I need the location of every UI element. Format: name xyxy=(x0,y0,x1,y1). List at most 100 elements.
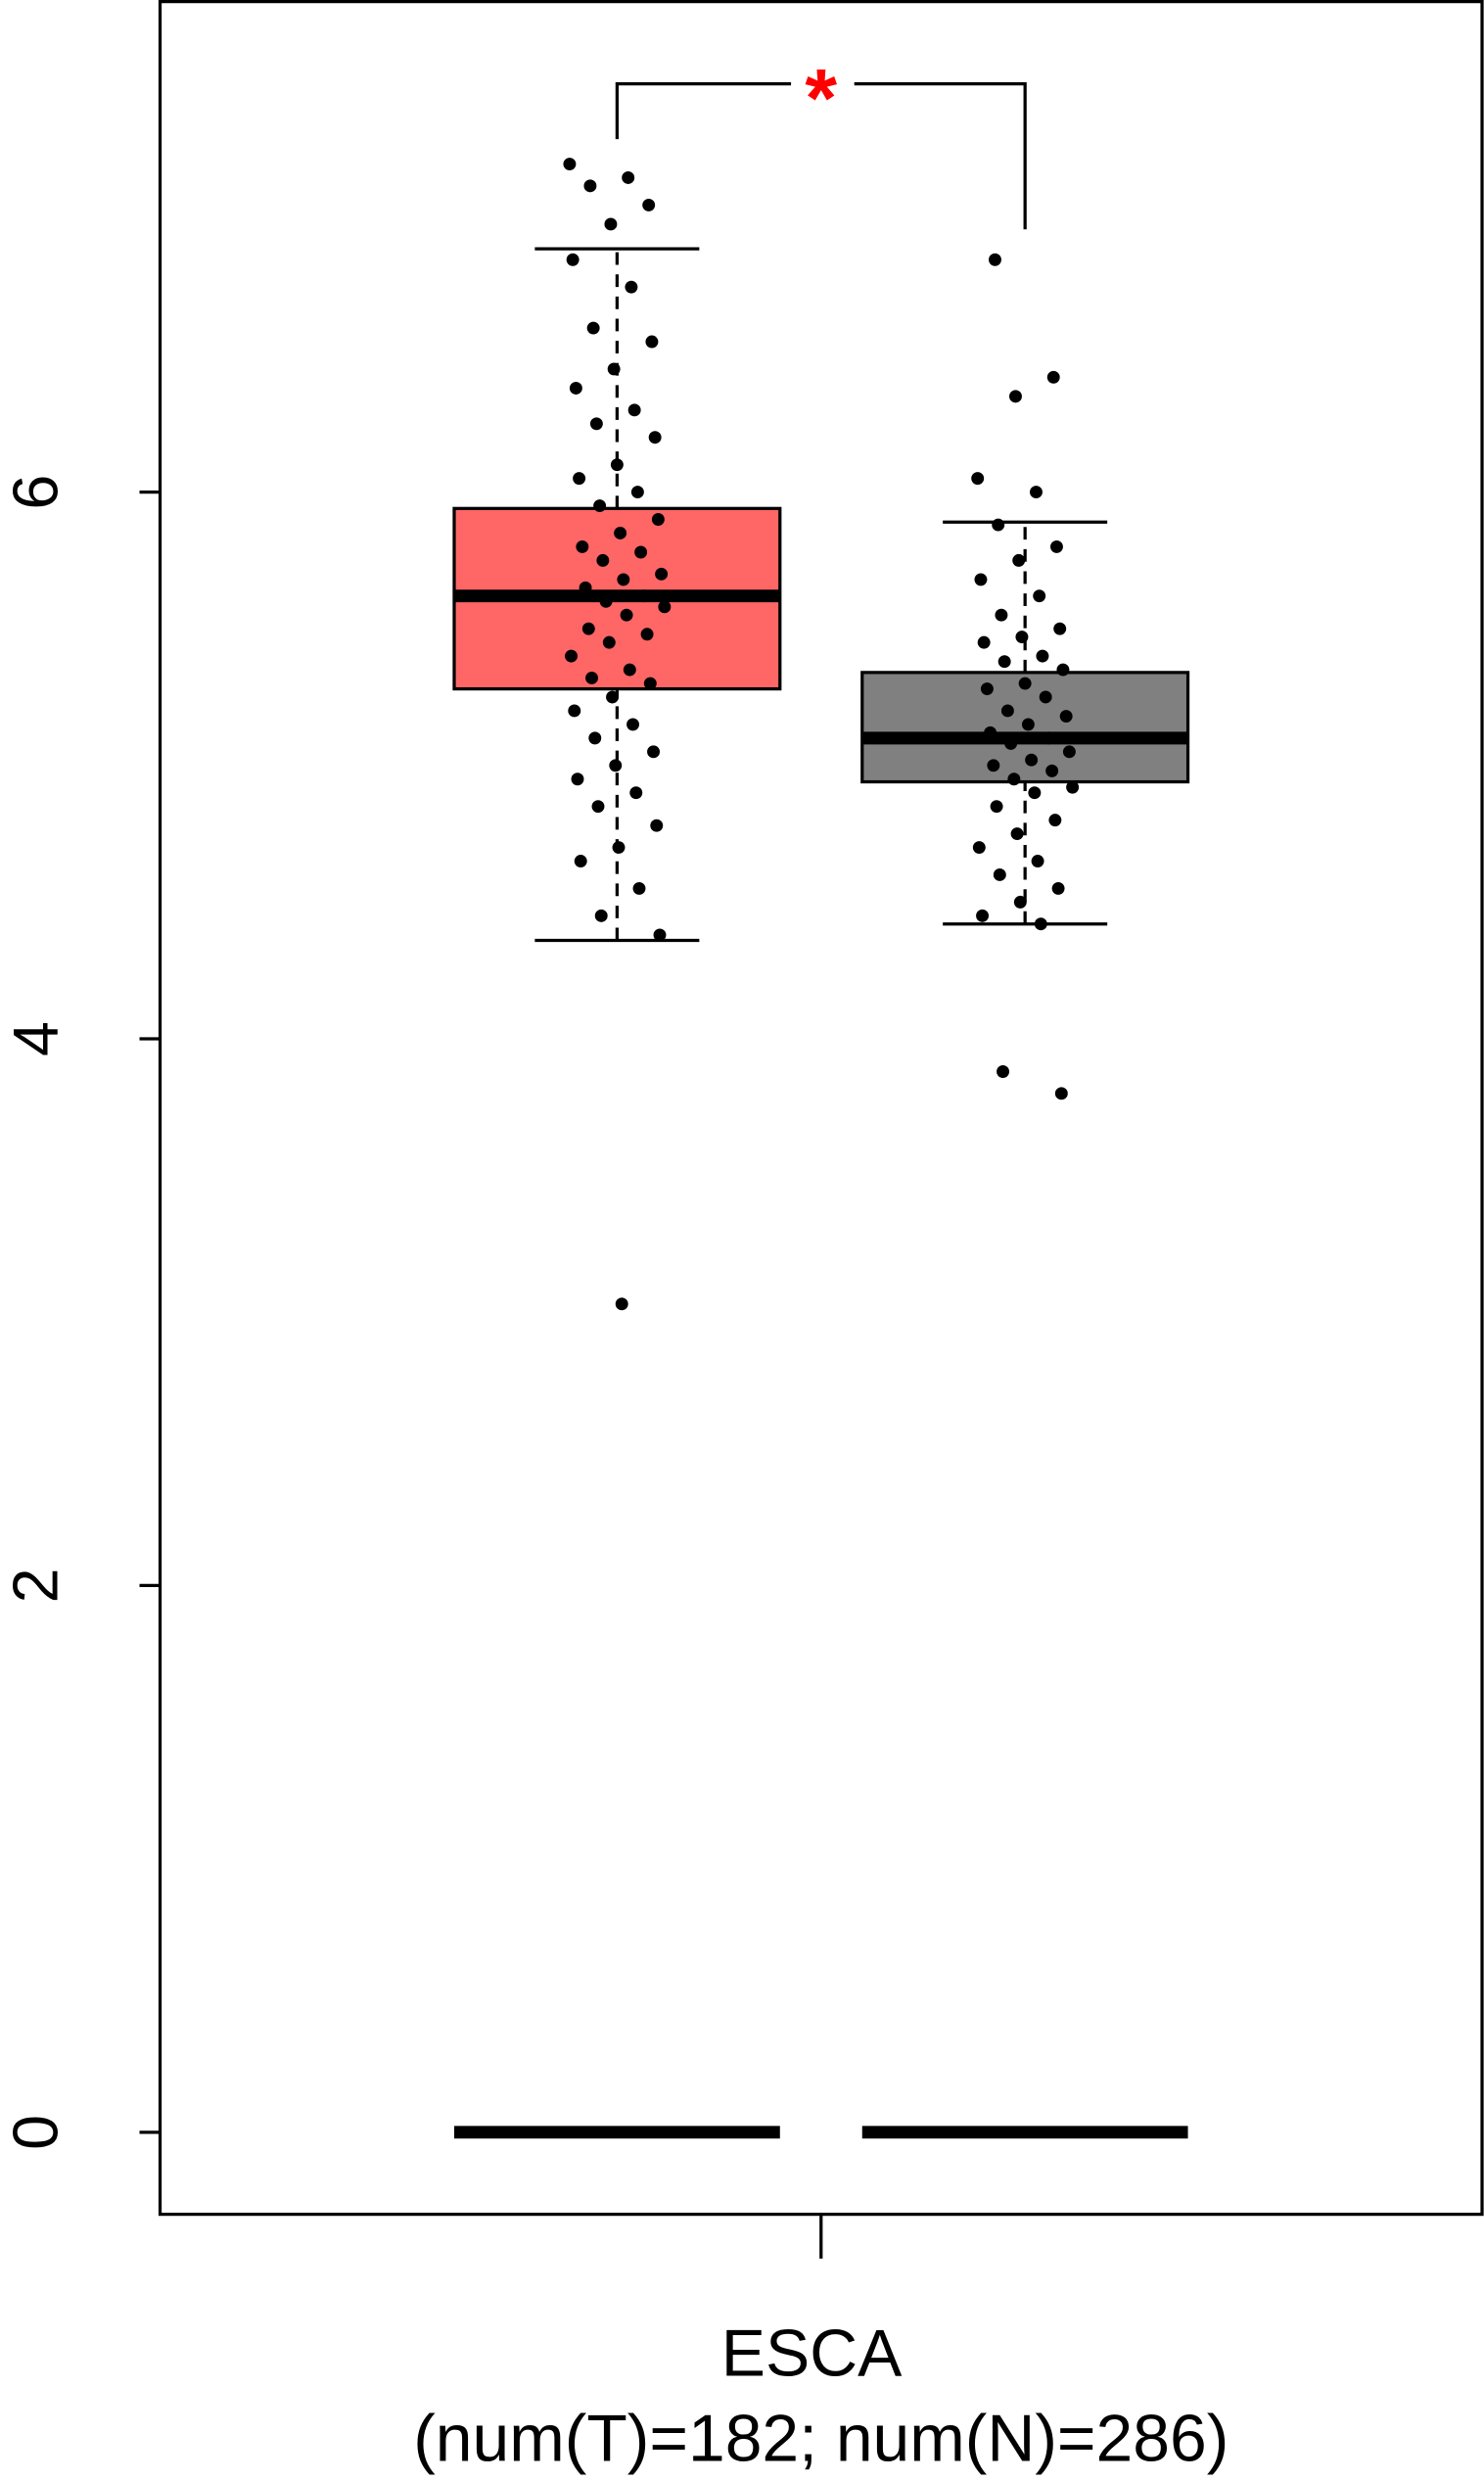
data-point xyxy=(647,745,660,759)
data-point xyxy=(1010,827,1024,841)
data-point xyxy=(607,362,621,376)
data-point xyxy=(984,725,997,739)
data-point xyxy=(995,608,1008,622)
data-point xyxy=(1051,881,1065,895)
data-point xyxy=(976,909,990,922)
data-point xyxy=(563,158,577,170)
significance-label: * xyxy=(805,52,837,144)
data-point xyxy=(630,486,644,499)
data-point xyxy=(1062,745,1076,759)
plot-frame xyxy=(158,0,1484,2217)
data-point xyxy=(1045,764,1059,777)
data-point xyxy=(980,682,994,696)
data-point xyxy=(997,655,1011,669)
data-point xyxy=(987,759,1000,772)
data-point xyxy=(574,855,587,867)
data-point xyxy=(648,431,662,445)
data-point xyxy=(1028,786,1042,800)
data-point xyxy=(1042,731,1055,745)
data-point xyxy=(626,718,639,731)
data-point xyxy=(622,171,635,184)
data-point xyxy=(997,1065,1010,1078)
data-point xyxy=(573,472,586,486)
data-point xyxy=(1015,631,1029,644)
data-point xyxy=(609,759,623,772)
x-axis-label: (num(T)=182; num(N)=286) xyxy=(413,2403,1229,2476)
data-point xyxy=(571,772,584,786)
data-point xyxy=(1059,710,1073,723)
data-point xyxy=(602,635,616,649)
data-point xyxy=(1012,553,1026,567)
data-point xyxy=(1046,370,1060,384)
data-point xyxy=(569,382,582,395)
data-point xyxy=(658,600,672,614)
data-point xyxy=(993,868,1006,881)
data-point xyxy=(1066,780,1080,794)
data-point xyxy=(990,800,1003,814)
data-point xyxy=(651,513,665,526)
data-point xyxy=(1036,649,1049,663)
data-point xyxy=(576,539,589,553)
y-tick-label: 4 xyxy=(1,1021,71,1056)
data-point xyxy=(565,649,578,663)
data-point xyxy=(1031,855,1044,867)
data-point xyxy=(1013,895,1027,909)
data-point xyxy=(1053,622,1067,635)
data-point xyxy=(623,663,636,677)
data-point xyxy=(1009,390,1022,403)
data-point xyxy=(581,622,595,635)
data-point xyxy=(586,321,600,335)
y-tick-label: 2 xyxy=(1,1568,71,1603)
data-point xyxy=(568,704,581,718)
data-point xyxy=(1007,772,1021,786)
data-point xyxy=(643,677,657,690)
data-point xyxy=(610,458,624,472)
data-point xyxy=(617,573,630,586)
significance-bracket xyxy=(615,82,1027,230)
data-point xyxy=(599,594,613,608)
data-point xyxy=(593,499,607,513)
data-point xyxy=(579,581,592,594)
data-point xyxy=(614,526,627,539)
data-point xyxy=(604,217,618,231)
data-point xyxy=(989,253,1001,266)
data-point xyxy=(1021,718,1035,731)
data-point xyxy=(640,628,654,641)
data-point xyxy=(1050,539,1063,553)
data-point xyxy=(620,608,633,622)
data-point xyxy=(650,819,664,832)
data-point xyxy=(971,472,985,486)
data-point xyxy=(594,909,608,922)
data-point xyxy=(583,179,597,193)
data-point xyxy=(625,280,638,294)
data-point xyxy=(653,928,667,942)
data-point xyxy=(566,253,580,266)
data-point xyxy=(1034,917,1047,931)
data-point xyxy=(629,786,643,800)
data-point xyxy=(632,881,646,895)
y-tick-label: 0 xyxy=(1,2115,71,2150)
data-point xyxy=(1054,1087,1068,1100)
data-point xyxy=(596,553,610,567)
data-point xyxy=(655,567,669,581)
data-point xyxy=(645,335,659,349)
data-point xyxy=(627,403,641,417)
data-point xyxy=(585,671,598,684)
data-point xyxy=(1030,486,1043,499)
data-point xyxy=(612,841,626,855)
data-point xyxy=(637,589,651,603)
data-point xyxy=(1018,677,1032,690)
data-point xyxy=(972,841,986,855)
data-point xyxy=(1048,814,1062,827)
data-point xyxy=(1033,589,1046,603)
data-point xyxy=(974,573,988,586)
data-point xyxy=(1004,736,1018,750)
data-point xyxy=(1039,690,1052,704)
data-point xyxy=(1056,663,1070,677)
data-point xyxy=(992,518,1005,532)
data-point xyxy=(1025,753,1039,767)
data-point xyxy=(634,545,648,559)
data-point xyxy=(591,800,605,814)
data-point xyxy=(1000,704,1014,718)
